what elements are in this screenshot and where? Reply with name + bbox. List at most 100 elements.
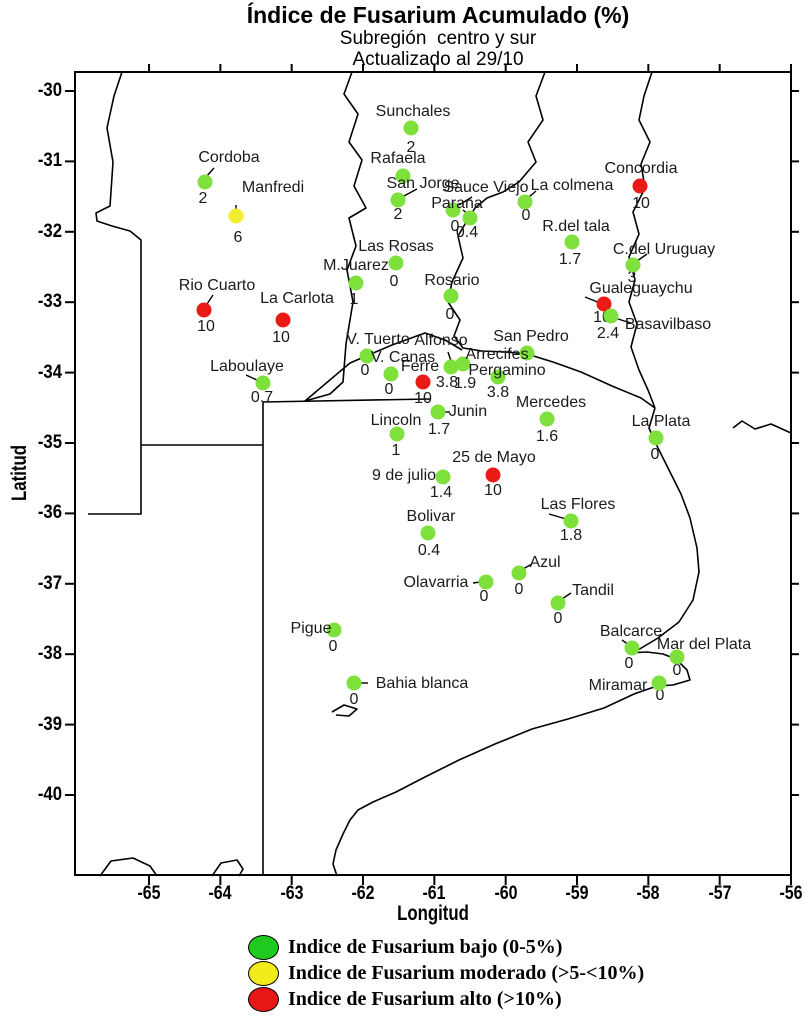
station-dot-san-pedro [519,345,535,361]
legend-item-bajo: Indice de Fusarium bajo (0-5%) [248,934,644,960]
legend-dot-bajo-icon [248,934,279,960]
station-dot-las-flores [563,513,579,529]
province-boundary-13 [331,704,358,717]
station-dot-mercedes [539,411,555,427]
y-tick-label--35: -35 [37,432,62,453]
figure-subtitle: Subregión centro y sur [339,28,537,49]
station-value-concordia: 10 [632,195,650,212]
station-dot-rafaela [395,168,411,184]
station-dot-sauce-viejo [445,202,461,218]
x-tick-label--61: -61 [422,883,446,904]
station-dot-gualeguaychu [596,296,612,312]
province-boundary-6 [304,71,367,402]
y-tick-label--33: -33 [37,291,62,313]
station-dot-rosario [443,288,459,304]
y-tick-label--38: -38 [37,643,62,665]
station-value-las-rosas: 0 [389,273,399,290]
leader-line-san-jorge [403,188,418,197]
station-label-sunchales: Sunchales [375,103,451,120]
x-tick-label--63: -63 [280,883,304,904]
legend-item-alto: Indice de Fusarium alto (>10%) [248,986,644,1012]
station-label-ferre: Ferre [400,358,440,375]
page-title: Índice de Fusarium Acumulado (%) [246,2,630,28]
station-label-pergamino: Pergamino [468,362,546,379]
y-tick-label--32: -32 [37,220,62,242]
station-label-la-colmena: La colmena [530,177,614,194]
station-value-arrecifes: 1.9 [453,375,477,392]
station-value-sunchales: 2 [406,139,416,156]
station-value-mercedes: 1.6 [535,428,559,445]
station-label-azul: Azul [529,554,561,571]
station-dot-v-canas [383,366,399,382]
station-value-laboulaye: 0.7 [250,389,274,406]
station-dot-la-carlota [275,312,291,328]
station-value-san-jorge: 2 [393,206,403,223]
y-tick-label--31: -31 [37,150,62,172]
station-value-bahia-blanca: 0 [349,691,359,708]
station-label-alfonso: Alfonso [414,332,468,349]
station-value-bolivar: 0.4 [417,542,441,559]
station-label-las-flores: Las Flores [540,496,616,513]
station-value-las-flores: 1.8 [559,527,583,544]
station-value-lincoln: 1 [391,442,401,459]
station-label-cordoba: Cordoba [198,149,260,166]
station-value-pigue: 0 [328,638,338,655]
x-tick-label--64: -64 [208,883,232,904]
station-label-25-de-mayo: 25 de Mayo [452,449,536,466]
station-label-bolivar: Bolivar [406,508,456,525]
station-value-sauce-viejo: 0 [450,218,460,235]
station-dot-sunchales [403,120,419,136]
figure-updated-date: Actualizado al 29/10 [352,49,524,70]
station-dot-arrecifes [455,356,471,372]
station-value-ferre: 10 [414,390,432,407]
station-value-c-del-uruguay: 3 [627,269,637,286]
station-label-laboulaye: Laboulaye [210,358,284,375]
province-boundary-11 [99,857,158,877]
plot-border [74,71,792,876]
x-tick-label--59: -59 [565,883,589,904]
station-label-rosario: Rosario [424,272,480,289]
station-dot-laboulaye [255,375,271,391]
station-label-c-del-uruguay: C.del Uruguay [612,241,716,258]
y-tick-label--36: -36 [37,502,62,524]
station-dot-m-juarez [348,275,364,291]
legend: Indice de Fusarium bajo (0-5%) Indice de… [248,934,644,1012]
station-dot-azul [511,565,527,581]
province-boundary-7 [447,71,656,409]
station-value-mar-del-plata: 0 [672,662,682,679]
station-label-9-de-julio: 9 de julio [371,467,437,484]
station-label-gualeguaychu: Gualeguaychu [589,280,693,297]
legend-item-moderado: Indice de Fusarium moderado (>5-<10%) [248,960,644,986]
station-value-pergamino: 3.8 [486,384,510,401]
x-axis-title: Longitud [397,902,469,925]
station-value-rosario: 0 [445,306,455,323]
legend-label-moderado: Indice de Fusarium moderado (>5-<10%) [288,961,645,984]
leader-line-rio-cuarto [206,294,214,305]
x-tick-label--65: -65 [137,883,161,904]
station-dot-la-plata [648,430,664,446]
province-boundary-5 [304,332,463,402]
station-dot-mar-del-plata [669,649,685,665]
station-label-miramar: Miramar [588,677,648,694]
station-dot-las-rosas [388,255,404,271]
station-label-bahia-blanca: Bahia blanca [375,675,469,692]
station-value-manfredi: 6 [233,229,243,246]
figure-header: Índice de Fusarium Acumulado (%) Subregi… [75,2,801,70]
station-dot-lincoln [389,426,405,442]
station-value-junin: 1.7 [427,421,451,438]
y-tick-label--30: -30 [37,80,62,101]
station-value-rio-cuarto: 10 [197,318,215,335]
station-dot-balcarce [624,640,640,656]
station-value-v-canas: 0 [384,381,394,398]
x-tick-label--60: -60 [494,883,518,904]
station-dot-bolivar [420,525,436,541]
station-value-m-juarez: 1 [349,291,359,308]
x-tick-label--57: -57 [708,883,732,904]
station-label-basavilbaso: Basavilbaso [624,316,712,333]
y-tick-label--34: -34 [37,361,62,383]
station-label-las-rosas: Las Rosas [358,238,434,255]
leader-line-sauce-viejo [458,196,473,206]
station-value-la-carlota: 10 [272,329,290,346]
